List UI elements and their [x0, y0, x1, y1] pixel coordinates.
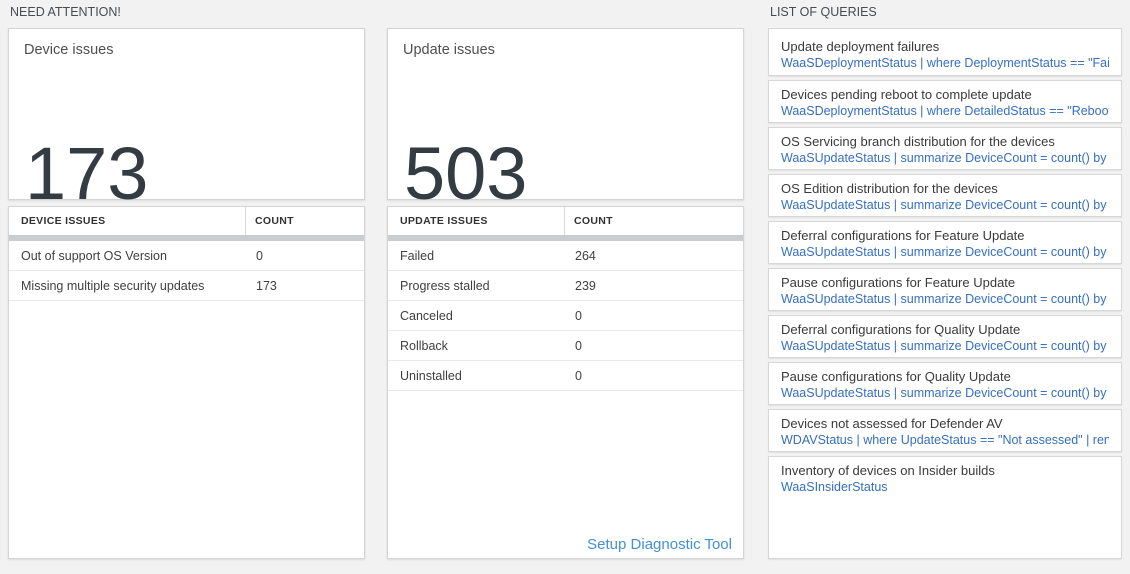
query-list-item[interactable]: Deferral configurations for Quality Upda… [768, 315, 1122, 358]
query-title: Devices not assessed for Defender AV [781, 416, 1003, 431]
row-count: 0 [575, 338, 582, 353]
row-name: Out of support OS Version [21, 248, 167, 263]
query-list-item[interactable]: Deferral configurations for Feature Upda… [768, 221, 1122, 264]
query-code-link: WaaSUpdateStatus | summarize DeviceCount… [781, 198, 1109, 212]
row-name: Canceled [400, 308, 453, 323]
row-name: Missing multiple security updates [21, 278, 205, 293]
query-list-item[interactable]: Devices pending reboot to complete updat… [768, 80, 1122, 123]
query-list-item[interactable]: Update deployment failures WaaSDeploymen… [768, 28, 1122, 76]
row-count: 0 [575, 368, 582, 383]
device-issues-tile[interactable]: Device issues 173 [8, 28, 365, 211]
table-row[interactable]: Uninstalled 0 [388, 361, 743, 391]
query-title: OS Servicing branch distribution for the… [781, 134, 1055, 149]
query-code-link: WaaSUpdateStatus | summarize DeviceCount… [781, 151, 1109, 165]
query-list-item[interactable]: OS Servicing branch distribution for the… [768, 127, 1122, 170]
query-list-item[interactable]: Pause configurations for Feature Update … [768, 268, 1122, 311]
query-code-link: WaaSUpdateStatus | summarize DeviceCount… [781, 245, 1109, 259]
table-row[interactable]: Missing multiple security updates 173 [9, 271, 364, 301]
device-issues-table: DEVICE ISSUES COUNT Out of support OS Ve… [8, 206, 365, 559]
query-title: Deferral configurations for Feature Upda… [781, 228, 1025, 243]
row-count: 0 [575, 308, 582, 323]
update-issues-count: 503 [404, 132, 528, 215]
column-header-device-issues: DEVICE ISSUES [9, 207, 246, 235]
row-count: 0 [256, 248, 263, 263]
query-list-item[interactable]: Devices not assessed for Defender AV WDA… [768, 409, 1122, 452]
table-row[interactable]: Out of support OS Version 0 [9, 241, 364, 271]
query-title: Pause configurations for Quality Update [781, 369, 1011, 384]
column-header-count: COUNT [255, 215, 294, 227]
list-of-queries-panel: Update deployment failures WaaSDeploymen… [768, 28, 1122, 559]
query-title: OS Edition distribution for the devices [781, 181, 998, 196]
setup-diagnostic-tool-link[interactable]: Setup Diagnostic Tool [587, 536, 732, 553]
horizontal-scrollbar[interactable] [388, 235, 743, 241]
table-row[interactable]: Rollback 0 [388, 331, 743, 361]
query-title: Inventory of devices on Insider builds [781, 463, 995, 478]
column-header-update-issues: UPDATE ISSUES [388, 207, 565, 235]
query-code-link: WaaSUpdateStatus | summarize DeviceCount… [781, 292, 1109, 306]
row-count: 173 [256, 278, 277, 293]
query-code-link: WaaSInsiderStatus [781, 480, 888, 494]
query-title: Deferral configurations for Quality Upda… [781, 322, 1021, 337]
row-name: Rollback [400, 338, 448, 353]
query-list-item[interactable]: OS Edition distribution for the devices … [768, 174, 1122, 217]
query-code-link: WaaSDeploymentStatus | where DeploymentS… [781, 56, 1109, 70]
device-issues-table-header: DEVICE ISSUES COUNT [9, 207, 364, 235]
query-title: Update deployment failures [781, 39, 940, 54]
device-issues-title: Device issues [24, 42, 114, 58]
update-issues-table: UPDATE ISSUES COUNT Failed 264 Progress … [387, 206, 744, 559]
query-title: Pause configurations for Feature Update [781, 275, 1016, 290]
device-issues-count: 173 [25, 132, 149, 215]
query-list-item[interactable]: Inventory of devices on Insider builds W… [768, 456, 1122, 559]
query-code-link: WaaSDeploymentStatus | where DetailedSta… [781, 104, 1109, 118]
update-issues-tile[interactable]: Update issues 503 [387, 28, 744, 211]
column-header-count: COUNT [574, 215, 613, 227]
section-label-need-attention: NEED ATTENTION! [10, 5, 121, 19]
horizontal-scrollbar[interactable] [9, 235, 364, 241]
query-list-item[interactable]: Pause configurations for Quality Update … [768, 362, 1122, 405]
query-code-link: WaaSUpdateStatus | summarize DeviceCount… [781, 339, 1109, 353]
query-code-link: WaaSUpdateStatus | summarize DeviceCount… [781, 386, 1109, 400]
query-code-link: WDAVStatus | where UpdateStatus == "Not … [781, 433, 1109, 447]
row-count: 239 [575, 278, 596, 293]
section-label-list-of-queries: LIST OF QUERIES [770, 5, 877, 19]
table-row[interactable]: Failed 264 [388, 241, 743, 271]
row-count: 264 [575, 248, 596, 263]
row-name: Failed [400, 248, 435, 263]
table-row[interactable]: Progress stalled 239 [388, 271, 743, 301]
update-issues-table-header: UPDATE ISSUES COUNT [388, 207, 743, 235]
query-title: Devices pending reboot to complete updat… [781, 87, 1032, 102]
update-issues-title: Update issues [403, 42, 495, 58]
row-name: Progress stalled [400, 278, 490, 293]
table-row[interactable]: Canceled 0 [388, 301, 743, 331]
row-name: Uninstalled [400, 368, 462, 383]
